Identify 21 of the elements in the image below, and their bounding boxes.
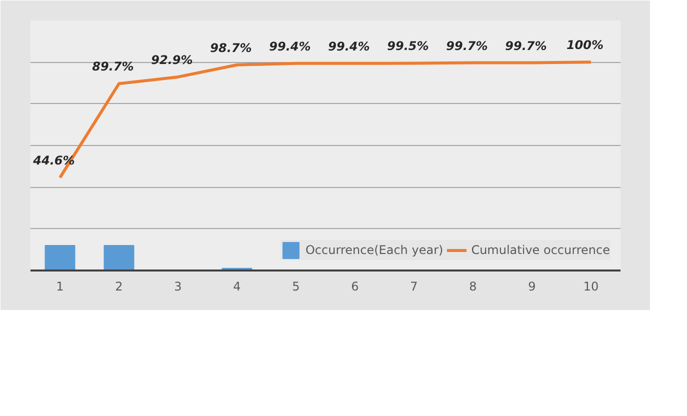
x-tick-label: 7 (410, 280, 418, 294)
x-tick-label: 8 (469, 280, 477, 294)
data-label: 99.4% (269, 39, 311, 54)
data-label: 99.4% (328, 39, 370, 54)
data-label: 89.7% (92, 60, 134, 74)
x-tick-label: 6 (351, 280, 359, 294)
x-tick-label: 4 (233, 280, 241, 294)
data-label: 98.7% (210, 40, 252, 55)
x-tick-label: 10 (583, 280, 599, 294)
data-label: 99.7% (446, 38, 488, 53)
data-label: 100% (566, 38, 604, 52)
x-tick-label: 2 (115, 280, 123, 294)
x-tick-label: 5 (292, 280, 300, 294)
data-label: 99.7% (505, 38, 547, 53)
legend-label: Cumulative occurrence (471, 243, 610, 257)
data-label: 99.5% (387, 39, 429, 54)
x-tick-label: 3 (174, 280, 182, 294)
data-label: 92.9% (151, 52, 193, 67)
x-tick-label: 9 (528, 280, 536, 294)
legend-label: Occurrence(Each year) (305, 243, 444, 257)
x-tick-label: 1 (56, 280, 64, 294)
